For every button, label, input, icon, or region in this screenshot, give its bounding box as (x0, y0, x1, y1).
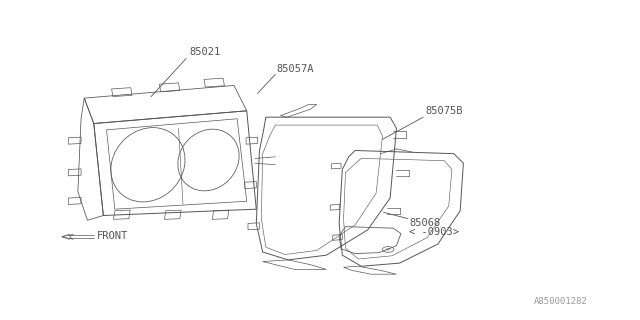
Text: 85075B: 85075B (425, 106, 463, 116)
Text: A850001282: A850001282 (534, 297, 588, 306)
Text: 85057A: 85057A (276, 64, 314, 74)
Text: 85021: 85021 (189, 47, 221, 57)
Text: < -0903>: < -0903> (409, 227, 460, 236)
Text: 85068: 85068 (409, 218, 440, 228)
Text: FRONT: FRONT (97, 231, 128, 241)
